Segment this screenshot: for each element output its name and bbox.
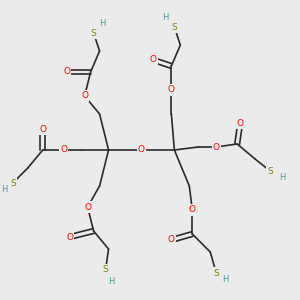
Text: O: O	[39, 124, 46, 134]
Text: O: O	[81, 92, 88, 100]
Text: H: H	[1, 184, 7, 194]
Text: O: O	[237, 118, 244, 127]
Text: O: O	[60, 146, 67, 154]
Text: S: S	[91, 28, 97, 38]
Text: S: S	[267, 167, 273, 176]
Text: O: O	[66, 232, 73, 242]
Text: S: S	[10, 178, 16, 188]
Text: O: O	[168, 236, 175, 244]
Text: O: O	[138, 146, 145, 154]
Text: S: S	[213, 268, 219, 278]
Text: O: O	[84, 202, 91, 211]
Text: O: O	[189, 206, 196, 214]
Text: H: H	[162, 14, 169, 22]
Text: H: H	[222, 274, 228, 284]
Text: O: O	[150, 56, 157, 64]
Text: S: S	[172, 22, 177, 32]
Text: O: O	[168, 85, 175, 94]
Text: S: S	[103, 266, 108, 274]
Text: O: O	[213, 142, 220, 152]
Text: H: H	[279, 172, 285, 182]
Text: H: H	[99, 20, 106, 28]
Text: O: O	[63, 68, 70, 76]
Text: H: H	[108, 278, 115, 286]
